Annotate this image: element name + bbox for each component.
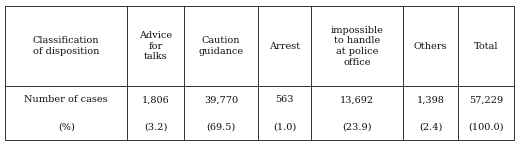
Text: 563: 563: [275, 95, 294, 104]
Text: impossible
to handle
at police
office: impossible to handle at police office: [331, 26, 384, 67]
Text: Advice
for
talks: Advice for talks: [139, 31, 172, 61]
Text: Caution
guidance: Caution guidance: [199, 36, 243, 56]
Text: Total: Total: [474, 42, 498, 51]
Text: 1,806: 1,806: [142, 95, 169, 104]
Text: 39,770: 39,770: [204, 95, 238, 104]
Text: (23.9): (23.9): [342, 122, 372, 131]
Text: 13,692: 13,692: [340, 95, 374, 104]
Text: Others: Others: [414, 42, 447, 51]
Text: (3.2): (3.2): [144, 122, 167, 131]
Text: 57,229: 57,229: [469, 95, 503, 104]
Text: (2.4): (2.4): [419, 122, 442, 131]
Text: (1.0): (1.0): [273, 122, 296, 131]
Text: (100.0): (100.0): [468, 122, 504, 131]
Text: Arrest: Arrest: [269, 42, 300, 51]
Text: 1,398: 1,398: [417, 95, 445, 104]
Text: Number of cases: Number of cases: [24, 95, 108, 104]
Text: (69.5): (69.5): [207, 122, 236, 131]
Text: Classification
of disposition: Classification of disposition: [33, 36, 100, 56]
Text: (%): (%): [58, 122, 75, 131]
